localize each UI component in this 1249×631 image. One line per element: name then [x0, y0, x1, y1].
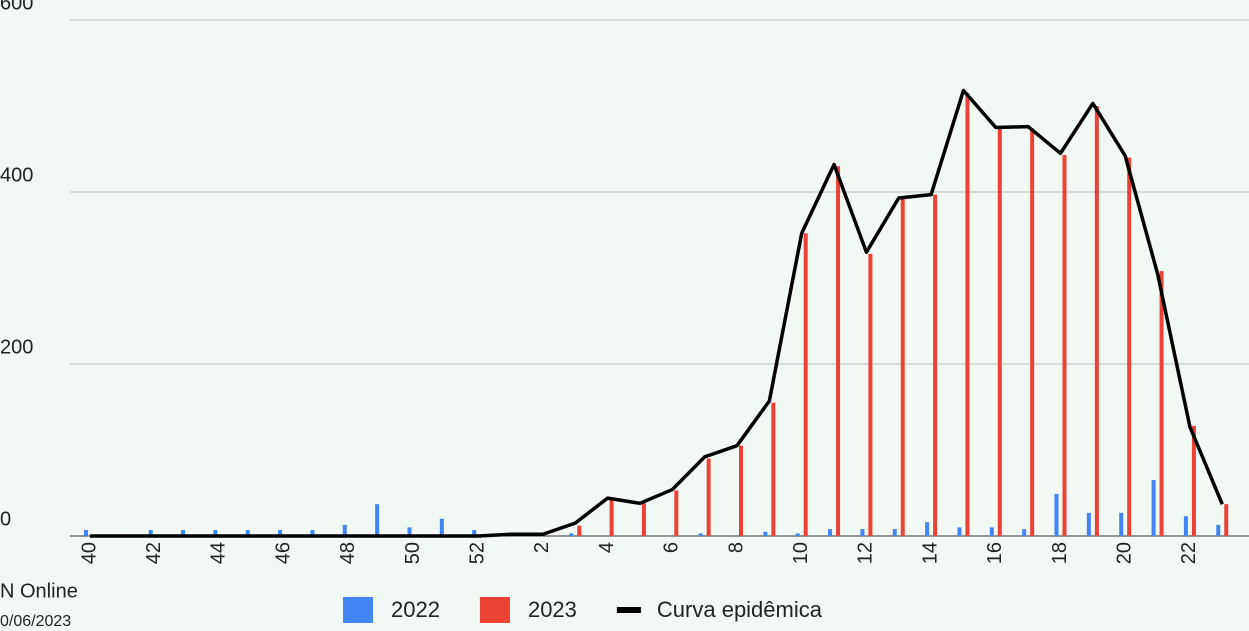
bar: [1022, 529, 1026, 536]
legend-swatch: [617, 607, 641, 613]
bar: [1095, 106, 1099, 536]
x-tick-label: 16: [984, 542, 1006, 564]
bar: [804, 233, 808, 536]
epidemic-curve: [90, 91, 1222, 536]
bar: [836, 166, 840, 536]
bar: [610, 497, 614, 536]
bar: [1216, 525, 1220, 536]
bar: [699, 533, 703, 536]
x-tick-label: 52: [466, 542, 488, 564]
bar: [1184, 516, 1188, 536]
x-tick-label: 48: [337, 542, 359, 564]
bar: [965, 93, 969, 536]
bar: [893, 529, 897, 536]
bar: [1160, 271, 1164, 536]
x-tick-label: 4: [596, 542, 618, 553]
bar: [868, 254, 872, 536]
bar: [577, 526, 581, 536]
bar: [828, 529, 832, 536]
x-tick-label: 46: [272, 542, 294, 564]
legend-swatch: [480, 597, 510, 623]
bar: [375, 504, 379, 536]
date-label: 0/06/2023: [0, 613, 71, 630]
x-tick-label: 50: [402, 542, 424, 564]
bar: [1087, 513, 1091, 536]
legend-label: 2023: [528, 597, 577, 622]
legend-swatch: [343, 597, 373, 623]
bar: [1152, 480, 1156, 536]
bar: [84, 530, 88, 536]
bar: [569, 533, 573, 536]
bar: [642, 503, 646, 536]
x-tick-label: 20: [1113, 542, 1135, 564]
bar: [860, 529, 864, 536]
x-tick-label: 6: [661, 542, 683, 553]
x-tick-label: 42: [143, 542, 165, 564]
bar: [739, 446, 743, 536]
y-tick-label: 200: [0, 336, 33, 358]
bar: [1055, 494, 1059, 536]
bar: [1127, 158, 1131, 536]
x-tick-label: 10: [790, 542, 812, 564]
legend-label: 2022: [391, 597, 440, 622]
y-tick-label: 600: [0, 0, 33, 14]
bar: [440, 519, 444, 536]
bar: [1063, 155, 1067, 536]
x-tick-label: 8: [725, 542, 747, 553]
bar: [957, 527, 961, 536]
x-tick-label: 40: [78, 542, 100, 564]
bar: [796, 533, 800, 536]
x-tick-label: 18: [1049, 542, 1071, 564]
bar: [763, 532, 767, 536]
bar: [998, 128, 1002, 537]
source-label: N Online: [0, 580, 78, 602]
bar: [674, 490, 678, 536]
legend-label: Curva epidêmica: [657, 597, 823, 622]
y-tick-label: 0: [0, 508, 11, 530]
y-tick-label: 400: [0, 164, 33, 186]
chart: N Online 0/06/2023 020040060040424446485…: [0, 0, 1249, 631]
x-tick-label: 2: [531, 542, 553, 553]
bar: [933, 195, 937, 536]
page: N Online 0/06/2023 020040060040424446485…: [0, 0, 1249, 631]
bar: [990, 527, 994, 536]
bar: [1119, 513, 1123, 536]
x-tick-label: 14: [919, 542, 941, 564]
bar: [707, 459, 711, 536]
x-tick-label: 22: [1178, 542, 1200, 564]
x-tick-label: 12: [855, 542, 877, 564]
bar: [1224, 504, 1228, 536]
bar: [925, 522, 929, 536]
bar: [1030, 128, 1034, 536]
x-tick-label: 44: [208, 542, 230, 564]
bar: [771, 403, 775, 536]
bar: [901, 199, 905, 536]
